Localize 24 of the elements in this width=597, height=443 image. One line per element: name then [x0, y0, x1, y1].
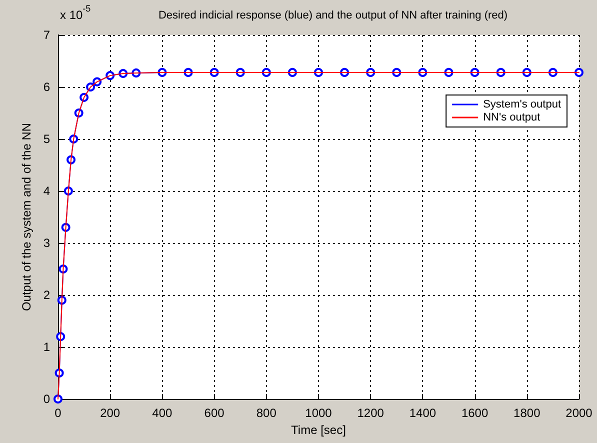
y-tick-label: 0	[43, 392, 50, 406]
y-tick-label: 5	[43, 132, 50, 146]
y-tick-label: 2	[43, 288, 50, 302]
x-tick-label: 600	[204, 406, 225, 420]
y-tick-label: 7	[43, 28, 50, 42]
y-axis-title: Output of the system and of the NN	[19, 122, 34, 312]
x-tick-label: 1800	[514, 406, 541, 420]
x-tick-label: 1200	[357, 406, 384, 420]
legend-label: System's output	[483, 98, 562, 110]
y-tick-label: 1	[43, 340, 50, 354]
y-tick-label: 4	[43, 184, 50, 198]
chart-title: Desired indicial response (blue) and the output of NN after training (red)	[158, 10, 508, 22]
legend-label: NN's output	[483, 112, 540, 124]
x-tick-label: 1000	[305, 406, 332, 420]
x-tick-label: 1600	[461, 406, 488, 420]
x-axis-title: Time [sec]	[291, 422, 346, 437]
x-tick-label: 800	[256, 406, 277, 420]
y-tick-label: 6	[43, 80, 50, 94]
x-tick-label: 200	[100, 406, 120, 420]
x-tick-label: 1400	[409, 406, 436, 420]
x-tick-label: 2000	[566, 406, 593, 420]
x-tick-label: 0	[54, 406, 62, 420]
x-tick-label: 400	[152, 406, 173, 420]
y-tick-label: 3	[43, 236, 50, 250]
